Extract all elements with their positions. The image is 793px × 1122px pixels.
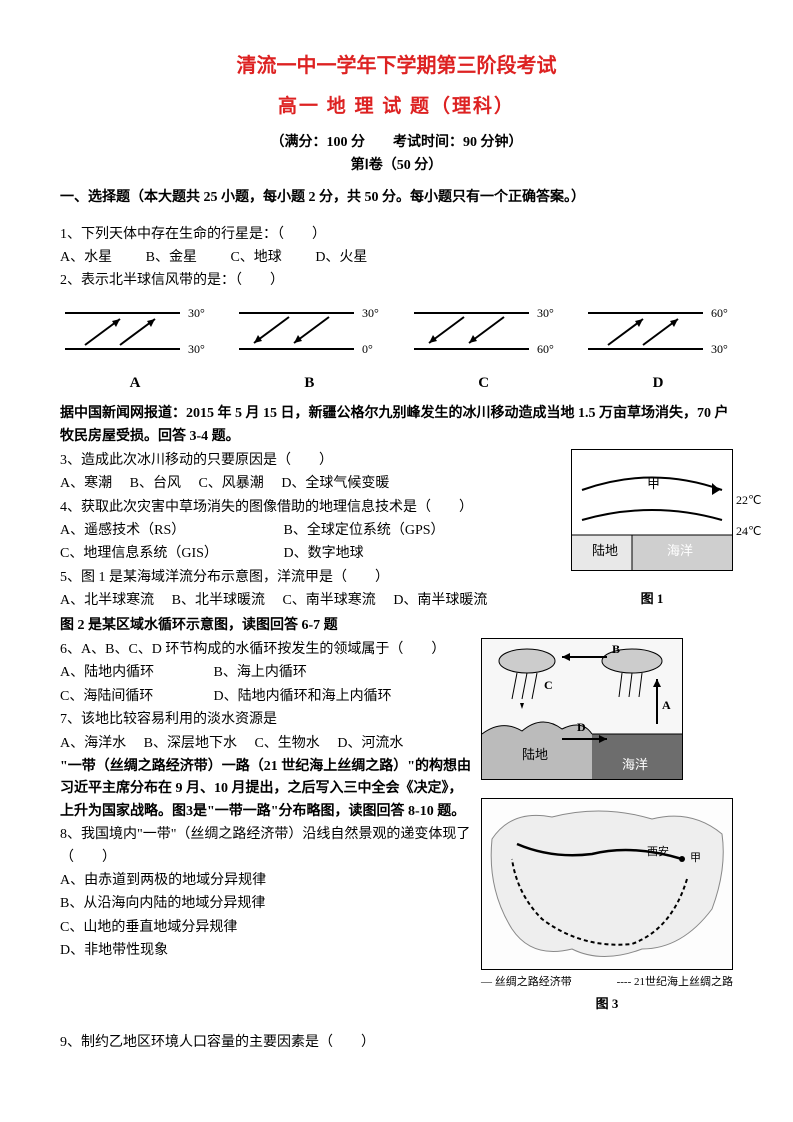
figure-1: 甲 陆地 海洋 22℃ 24℃ 图 1 xyxy=(571,449,733,614)
wind-b-label: B xyxy=(234,371,384,395)
q1-c: C、地球 xyxy=(230,247,281,269)
svg-text:陆地: 陆地 xyxy=(592,543,618,558)
exam-title-1: 清流一中一学年下学期第三阶段考试 xyxy=(60,50,733,82)
svg-text:B: B xyxy=(612,642,620,656)
svg-text:甲: 甲 xyxy=(647,476,660,491)
q7-d: D、河流水 xyxy=(337,733,403,755)
q9-stem: 9、制约乙地区环境人口容量的主要因素是（ ） xyxy=(60,1032,733,1054)
fig3-caption: 图 3 xyxy=(481,994,733,1015)
svg-text:甲: 甲 xyxy=(690,852,701,864)
q5-d: D、南半球暖流 xyxy=(393,590,487,612)
svg-text:西安: 西安 xyxy=(647,844,669,858)
svg-text:陆地: 陆地 xyxy=(522,747,548,762)
q4-d: D、数字地球 xyxy=(284,546,364,561)
svg-text:30°: 30° xyxy=(711,342,728,356)
passage-8-10: "一带（丝绸之路经济带）一路（21 世纪海上丝绸之路）"的构想由习近平主席分布在… xyxy=(60,756,473,823)
wind-d: 60° 30° D xyxy=(583,301,733,395)
q4-c: C、地理信息系统（GIS） xyxy=(60,543,280,565)
q6-ab: A、陆地内循环 B、海上内循环 xyxy=(60,662,473,684)
q6-c: C、海陆间循环 xyxy=(60,686,210,708)
q4-ab: A、遥感技术（RS） B、全球定位系统（GPS） xyxy=(60,520,563,542)
legend-road: 21世纪海上丝绸之路 xyxy=(634,976,733,988)
q5-stem: 5、图 1 是某海域洋流分布示意图，洋流甲是（ ） xyxy=(60,567,563,589)
svg-text:30°: 30° xyxy=(537,306,554,320)
q5-b: B、北半球暖流 xyxy=(172,590,265,612)
q6-d: D、陆地内循环和海上内循环 xyxy=(214,689,392,704)
q7-b: B、深层地下水 xyxy=(144,733,237,755)
wind-diagrams: 30° 30° A 30° 0° B 30° 60° xyxy=(60,301,733,395)
q6-cd: C、海陆间循环 D、陆地内循环和海上内循环 xyxy=(60,686,473,708)
svg-text:60°: 60° xyxy=(537,342,554,356)
svg-text:海洋: 海洋 xyxy=(667,543,693,558)
svg-text:0°: 0° xyxy=(362,342,373,356)
svg-text:30°: 30° xyxy=(188,342,205,356)
fig3-legend: — 丝绸之路经济带 ---- 21世纪海上丝绸之路 xyxy=(481,974,733,992)
exam-info: （满分：100 分 考试时间：90 分钟） xyxy=(60,132,733,154)
q3-stem: 3、造成此次冰川移动的只要原因是（ ） xyxy=(60,450,563,472)
q1-options: A、水星 B、金星 C、地球 D、火星 xyxy=(60,247,733,269)
q1-b: B、金星 xyxy=(146,247,197,269)
svg-text:30°: 30° xyxy=(362,306,379,320)
q3-d: D、全球气候变暖 xyxy=(281,473,389,495)
passage-3-4: 据中国新闻网报道：2015 年 5 月 15 日，新疆公格尔九别峰发生的冰川移动… xyxy=(60,403,733,448)
q3-options: A、寒潮 B、台风 C、风暴潮 D、全球气候变暖 xyxy=(60,473,563,495)
q8-b: B、从沿海向内陆的地域分异规律 xyxy=(60,893,473,915)
wind-d-label: D xyxy=(583,371,733,395)
q4-a: A、遥感技术（RS） xyxy=(60,520,280,542)
svg-text:海洋: 海洋 xyxy=(622,757,648,772)
fig1-temp-bottom: 24℃ xyxy=(736,522,776,541)
fig1-caption: 图 1 xyxy=(571,589,733,610)
q4-cd: C、地理信息系统（GIS） D、数字地球 xyxy=(60,543,563,565)
passage-6-7: 图 2 是某区域水循环示意图，读图回答 6-7 题 xyxy=(60,615,733,637)
wind-a-label: A xyxy=(60,371,210,395)
wind-a: 30° 30° A xyxy=(60,301,210,395)
q5-c: C、南半球寒流 xyxy=(282,590,375,612)
q6-a: A、陆地内循环 xyxy=(60,662,210,684)
q8-d: D、非地带性现象 xyxy=(60,940,473,962)
wind-b: 30° 0° B xyxy=(234,301,384,395)
svg-text:30°: 30° xyxy=(188,306,205,320)
fig1-temp-top: 22℃ xyxy=(736,491,776,510)
q8-stem: 8、我国境内"一带"（丝绸之路经济带）沿线自然景观的递变体现了（ ） xyxy=(60,824,473,869)
svg-text:C: C xyxy=(544,678,553,692)
q4-stem: 4、获取此次灾害中草场消失的图像借助的地理信息技术是（ ） xyxy=(60,497,563,519)
exam-volume: 第Ⅰ卷（50 分） xyxy=(60,155,733,177)
q4-b: B、全球定位系统（GPS） xyxy=(284,523,445,538)
q1-stem: 1、下列天体中存在生命的行星是：（ ） xyxy=(60,224,733,246)
q8-c: C、山地的垂直地域分异规律 xyxy=(60,917,473,939)
q5-a: A、北半球寒流 xyxy=(60,590,154,612)
q7-options: A、海洋水 B、深层地下水 C、生物水 D、河流水 xyxy=(60,733,473,755)
q3-a: A、寒潮 xyxy=(60,473,112,495)
wind-c-label: C xyxy=(409,371,559,395)
q6-b: B、海上内循环 xyxy=(214,665,307,680)
q3-c: C、风暴潮 xyxy=(198,473,263,495)
section-a-heading: 一、选择题（本大题共 25 小题，每小题 2 分，共 50 分。每小题只有一个正… xyxy=(60,187,733,209)
q8-a: A、由赤道到两极的地域分异规律 xyxy=(60,870,473,892)
q5-options: A、北半球寒流 B、北半球暖流 C、南半球寒流 D、南半球暖流 xyxy=(60,590,563,612)
svg-text:A: A xyxy=(662,698,671,712)
wind-c: 30° 60° C xyxy=(409,301,559,395)
q1-a: A、水星 xyxy=(60,247,112,269)
figure-3: 西安 甲 xyxy=(481,798,733,970)
q3-b: B、台风 xyxy=(130,473,181,495)
q7-a: A、海洋水 xyxy=(60,733,126,755)
exam-title-2: 高一 地 理 试 题（理科） xyxy=(60,92,733,122)
legend-belt: 丝绸之路经济带 xyxy=(495,976,572,988)
svg-text:D: D xyxy=(577,720,586,734)
q1-d: D、火星 xyxy=(315,247,367,269)
q7-stem: 7、该地比较容易利用的淡水资源是 xyxy=(60,709,473,731)
q7-c: C、生物水 xyxy=(254,733,319,755)
q6-stem: 6、A、B、C、D 环节构成的水循环按发生的领域属于（ ） xyxy=(60,639,473,661)
q2-stem: 2、表示北半球信风带的是：（ ） xyxy=(60,270,733,292)
figure-2: B C A xyxy=(481,638,683,780)
svg-text:60°: 60° xyxy=(711,306,728,320)
